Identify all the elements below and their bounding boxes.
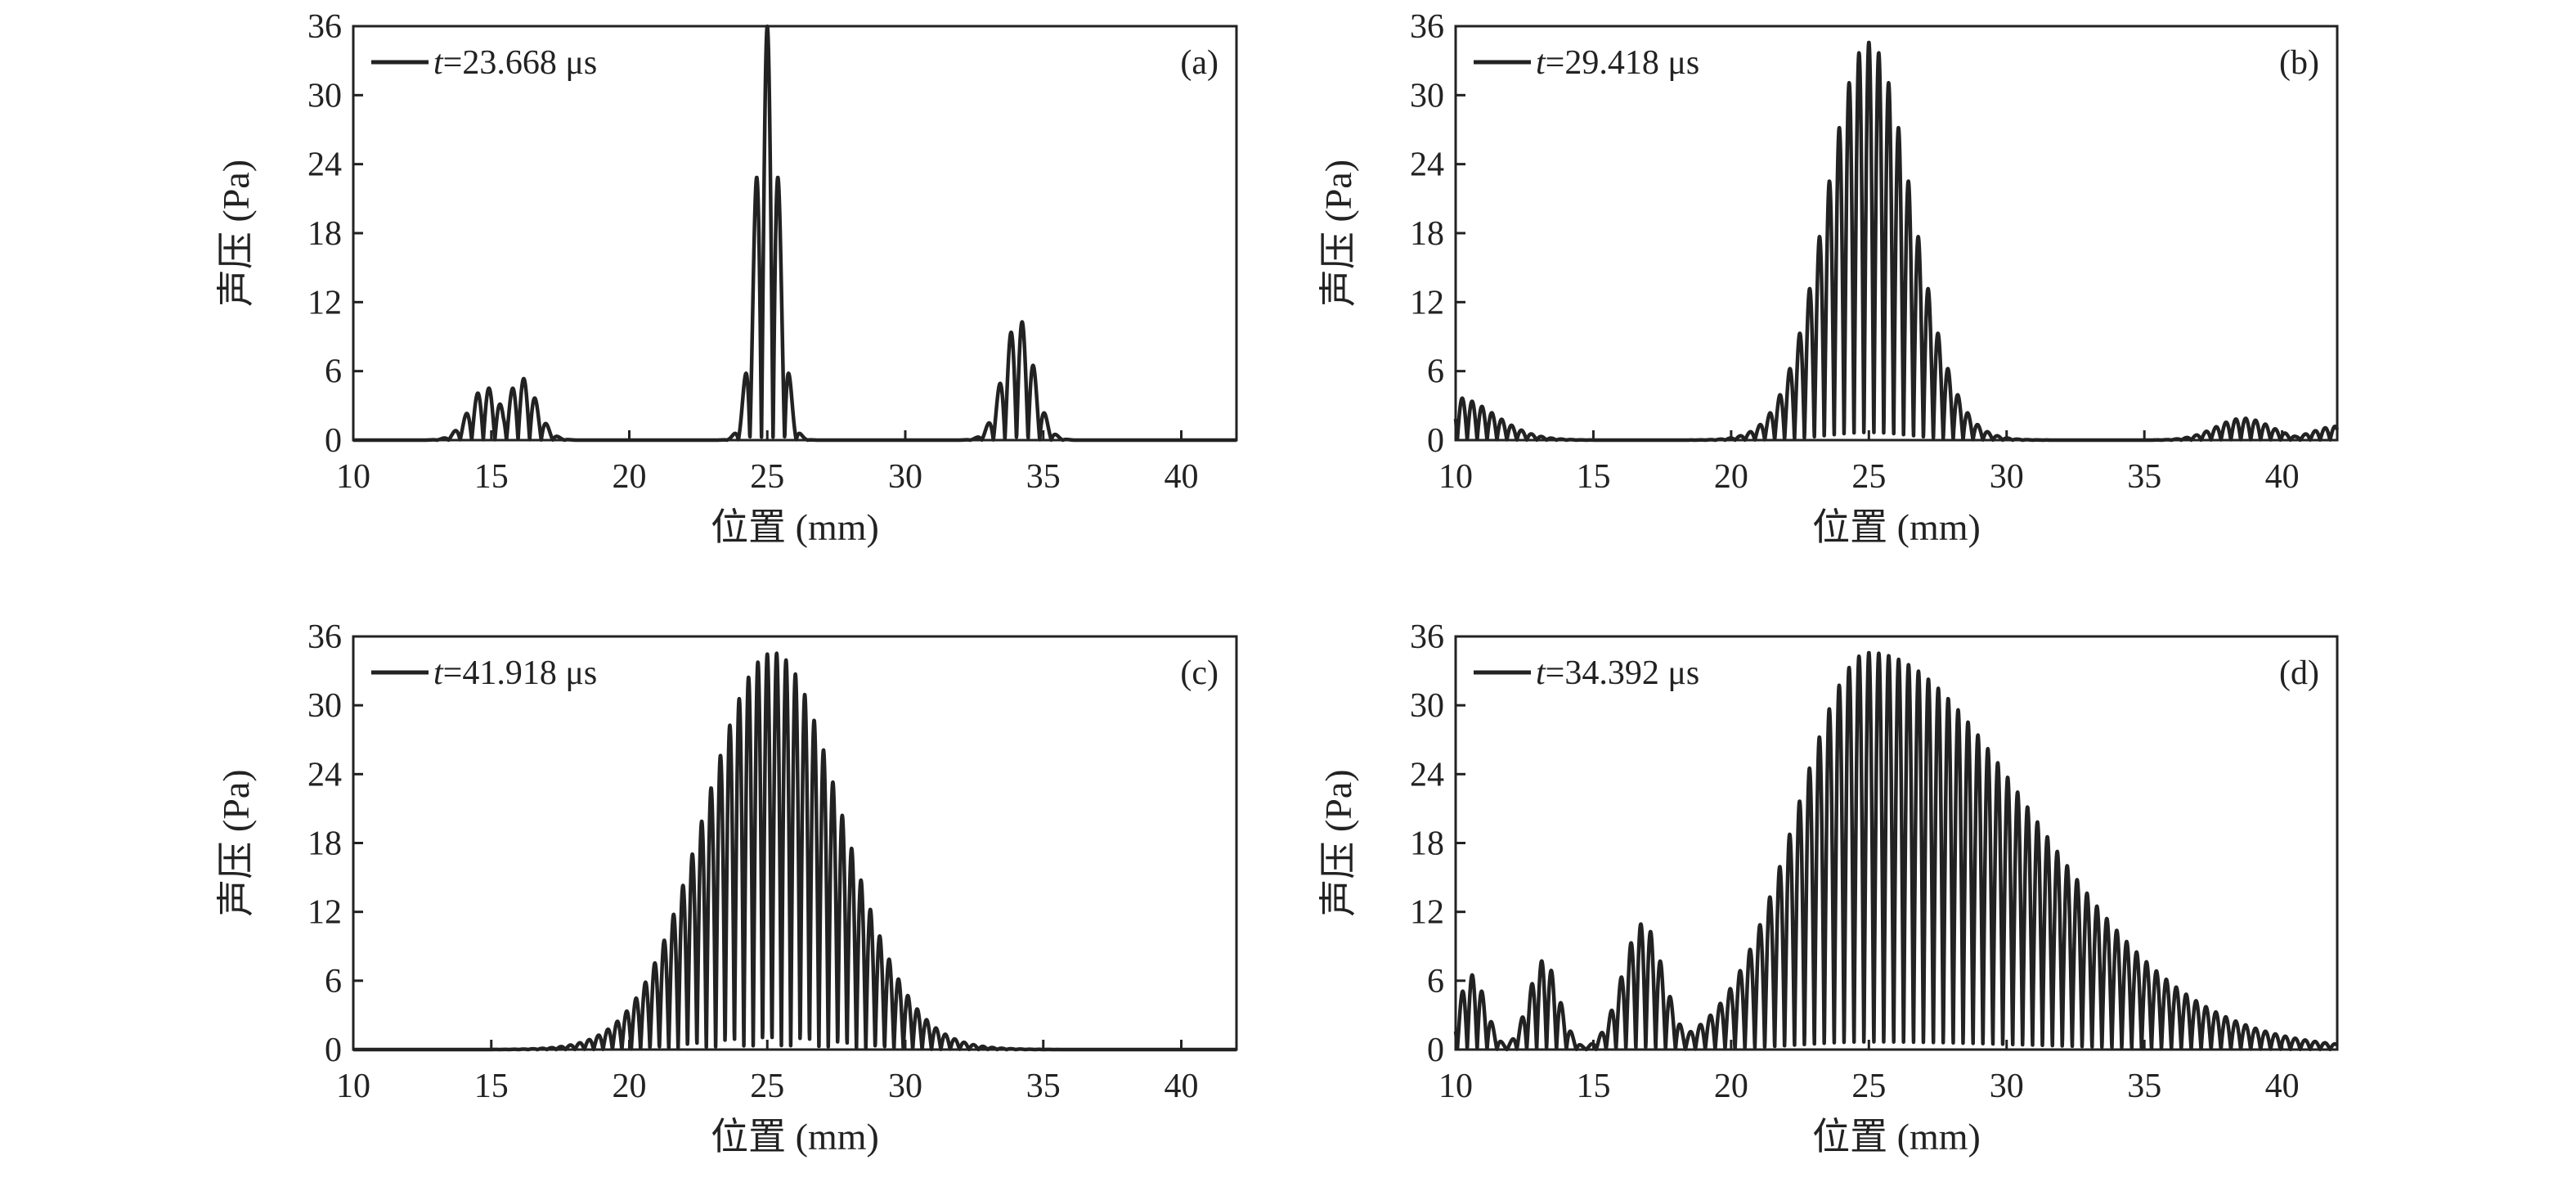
x-tick-label: 30 (1990, 458, 2024, 496)
x-tick-label: 40 (1165, 1068, 1199, 1105)
x-tick-label: 30 (888, 1068, 922, 1105)
x-tick-label: 35 (1026, 458, 1061, 496)
y-tick-label: 6 (1427, 963, 1444, 1000)
chart-panel-d: 10 15 20 25 30 35 40 0 6 12 18 24 30 36 位置 (mm) 声压 (Pa)… (1317, 618, 2339, 1158)
x-tick-label: 35 (1026, 1068, 1061, 1105)
y-tick-label: 36 (1410, 8, 1444, 46)
y-tick-label: 12 (307, 894, 342, 932)
y-tick-label: 18 (307, 215, 342, 253)
series-line (1453, 40, 2340, 443)
y-tick-label: 18 (307, 825, 342, 863)
x-tick-label: 10 (1438, 458, 1473, 496)
x-axis-label: 位置 (mm) (1812, 1116, 1981, 1158)
x-tick-label: 20 (1714, 458, 1748, 496)
legend-rest: =23.668 μs (443, 44, 598, 82)
legend-italic-t: t (433, 654, 444, 692)
legend-entry: t=23.668 μs (433, 44, 597, 82)
x-tick-label: 40 (2265, 1068, 2300, 1105)
panel-tag: (d) (2279, 654, 2319, 692)
legend-rest: =29.418 μs (1546, 44, 1700, 82)
x-tick-label: 20 (613, 1068, 647, 1105)
y-tick-label: 24 (307, 146, 342, 184)
x-tick-label: 15 (1576, 1068, 1610, 1105)
y-tick-label: 0 (325, 422, 342, 460)
y-tick-label: 12 (1410, 894, 1444, 932)
y-tick-label: 6 (1427, 353, 1444, 391)
y-tick-label: 12 (1410, 284, 1444, 321)
plot-frame (352, 25, 1238, 442)
series-line (352, 25, 1238, 443)
y-tick-label: 24 (1410, 756, 1444, 794)
legend-entry: t=41.918 μs (433, 654, 597, 692)
x-tick-label: 35 (2127, 1068, 2161, 1105)
x-tick-label: 40 (1165, 458, 1199, 496)
legend-rest: =41.918 μs (443, 654, 598, 692)
legend-italic-t: t (1536, 654, 1546, 692)
x-tick-label: 15 (1576, 458, 1610, 496)
y-tick-label: 30 (307, 77, 342, 115)
legend-entry: t=34.392 μs (1536, 654, 1699, 692)
panel-tag: (c) (1180, 654, 1218, 692)
x-axis-label: 位置 (mm) (711, 1116, 879, 1158)
y-tick-label: 30 (307, 687, 342, 725)
x-tick-label: 30 (1990, 1068, 2024, 1105)
x-tick-label: 25 (750, 1068, 784, 1105)
y-tick-label: 36 (307, 618, 342, 656)
panel-tag: (b) (2279, 44, 2319, 82)
x-tick-label: 20 (613, 458, 647, 496)
y-tick-label: 12 (307, 284, 342, 321)
x-tick-label: 20 (1714, 1068, 1748, 1105)
x-tick-label: 15 (474, 458, 509, 496)
y-axis-label: 声压 (Pa) (215, 160, 257, 307)
y-axis-label: 声压 (Pa) (215, 769, 257, 916)
legend-italic-t: t (433, 44, 444, 82)
x-tick-label: 35 (2127, 458, 2161, 496)
y-tick-label: 30 (1410, 687, 1444, 725)
x-tick-label: 10 (336, 1068, 370, 1105)
x-tick-label: 15 (474, 1068, 509, 1105)
y-axis-label: 声压 (Pa) (1317, 769, 1359, 916)
y-tick-label: 6 (325, 963, 342, 1000)
y-tick-label: 24 (307, 756, 342, 794)
x-axis-label: 位置 (mm) (711, 506, 879, 548)
x-tick-label: 25 (750, 458, 784, 496)
y-tick-label: 0 (325, 1032, 342, 1069)
chart-panel-c: 10 15 20 25 30 35 40 0 6 12 18 24 30 36 位置 (mm) 声压 (Pa)… (215, 618, 1238, 1158)
series-line (352, 651, 1238, 1052)
chart-panel-a: 10 15 20 25 30 35 40 0 6 12 18 24 30 36 位置 (mm) 声压 (Pa)… (215, 8, 1238, 548)
x-tick-label: 25 (1851, 458, 1886, 496)
legend-rest: =34.392 μs (1546, 654, 1700, 692)
legend-italic-t: t (1536, 44, 1546, 82)
x-tick-label: 30 (888, 458, 922, 496)
y-tick-label: 24 (1410, 146, 1444, 184)
y-tick-label: 6 (325, 353, 342, 391)
y-axis-label: 声压 (Pa) (1317, 160, 1359, 307)
y-tick-label: 30 (1410, 77, 1444, 115)
y-tick-label: 0 (1427, 422, 1444, 460)
chart-panel-b: 10 15 20 25 30 35 40 0 6 12 18 24 30 36 位置 (mm) 声压 (Pa)… (1317, 8, 2340, 548)
legend-entry: t=29.418 μs (1536, 44, 1699, 82)
series-line (1453, 650, 2339, 1052)
x-tick-label: 40 (2265, 458, 2300, 496)
y-tick-label: 18 (1410, 825, 1444, 863)
panel-tag: (a) (1180, 44, 1218, 82)
y-tick-label: 36 (1410, 618, 1444, 656)
x-tick-label: 10 (336, 458, 370, 496)
x-axis-label: 位置 (mm) (1812, 506, 1981, 548)
y-tick-label: 36 (307, 8, 342, 46)
y-tick-label: 18 (1410, 215, 1444, 253)
y-tick-label: 0 (1427, 1032, 1444, 1069)
x-tick-label: 10 (1438, 1068, 1473, 1105)
x-tick-label: 25 (1851, 1068, 1886, 1105)
